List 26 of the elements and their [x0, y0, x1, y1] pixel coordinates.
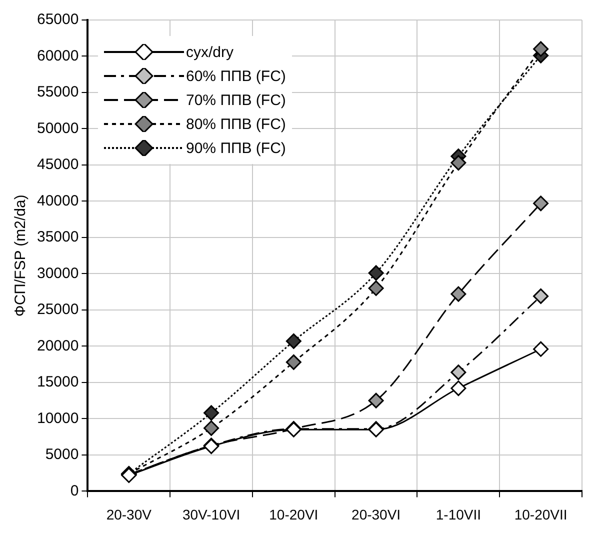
y-axis-title: ФСП/FSP (m2/da) [12, 194, 30, 317]
x-tick-label: 10-20VII [514, 506, 568, 522]
x-tick-label: 20-30V [106, 506, 152, 522]
legend-label: 70% ППВ (FC) [186, 92, 286, 108]
y-tick-label: 0 [70, 482, 79, 500]
y-tick-label: 20000 [36, 337, 79, 354]
legend-label: 80% ППВ (FC) [186, 116, 286, 132]
x-tick-label: 10-20VI [269, 506, 318, 522]
y-tick-label: 35000 [36, 228, 79, 246]
x-tick-label: 1-10VII [436, 506, 481, 522]
y-tick-label: 10000 [36, 410, 79, 427]
y-tick-label: 25000 [36, 301, 79, 318]
y-tick-label: 5000 [45, 446, 79, 464]
y-tick-label: 60000 [36, 47, 79, 64]
y-tick-label: 45000 [36, 156, 79, 174]
legend-label: cyx/dry [186, 44, 234, 60]
legend-label: 60% ППВ (FC) [186, 68, 286, 84]
y-tick-label: 65000 [36, 11, 79, 28]
y-tick-label: 55000 [36, 84, 79, 101]
y-tick-label: 40000 [36, 192, 79, 210]
legend-label: 90% ППВ (FC) [186, 140, 286, 156]
y-tick-label: 50000 [36, 120, 79, 137]
x-tick-label: 20-30VI [352, 506, 401, 522]
y-tick-label: 15000 [36, 374, 79, 391]
x-tick-label: 30V-10VI [182, 506, 240, 522]
y-tick-label: 30000 [36, 264, 79, 282]
